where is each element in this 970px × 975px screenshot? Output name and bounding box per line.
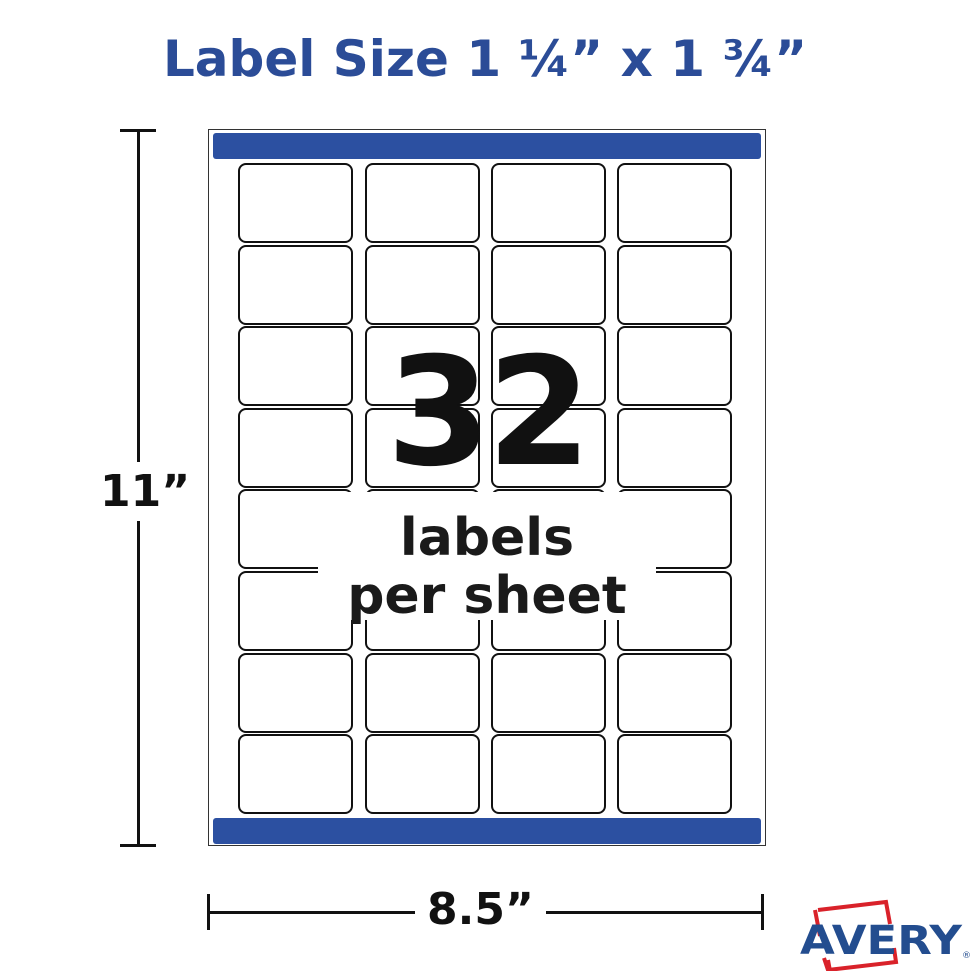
label-cell: [617, 652, 732, 733]
top-bar: [213, 133, 761, 159]
label-cell: [238, 407, 353, 488]
label-cell: [617, 326, 732, 407]
label-cell: [238, 163, 353, 243]
label-size-title: Label Size 1 ¼” x 1 ¾”: [162, 30, 808, 88]
height-dimension-label: 11”: [100, 462, 191, 521]
label-cell: [491, 734, 606, 815]
label-cell: [491, 326, 606, 407]
label-cell: [365, 407, 480, 488]
label-cell: [365, 163, 480, 243]
height-cap-top: [120, 129, 156, 132]
bottom-bar: [213, 818, 761, 844]
label-cell: [238, 652, 353, 733]
avery-logo: AVERY ®: [798, 888, 970, 975]
height-cap-bottom: [120, 844, 156, 847]
label-cell: [617, 734, 732, 815]
label-cell: [491, 163, 606, 243]
label-cell: [365, 652, 480, 733]
label-cell: [238, 326, 353, 407]
label-cell: [238, 244, 353, 325]
label-sheet: [208, 129, 766, 846]
count-caption-line2: per sheet: [347, 566, 627, 626]
label-cell: [617, 244, 732, 325]
label-cell: [365, 326, 480, 407]
label-cell: [365, 734, 480, 815]
label-cell: [491, 652, 606, 733]
svg-text:®: ®: [962, 951, 970, 961]
label-cell: [238, 734, 353, 815]
count-backdrop: [318, 492, 656, 620]
width-cap-right: [761, 894, 764, 930]
label-cell: [617, 407, 732, 488]
label-count: 32: [386, 326, 592, 500]
label-cell: [617, 163, 732, 243]
width-cap-left: [207, 894, 210, 930]
label-cell: [491, 407, 606, 488]
label-cell: [365, 244, 480, 325]
svg-text:AVERY: AVERY: [800, 918, 963, 964]
label-cell: [491, 244, 606, 325]
width-dimension-label: 8.5”: [415, 884, 546, 935]
count-caption-line1: labels: [399, 508, 575, 568]
